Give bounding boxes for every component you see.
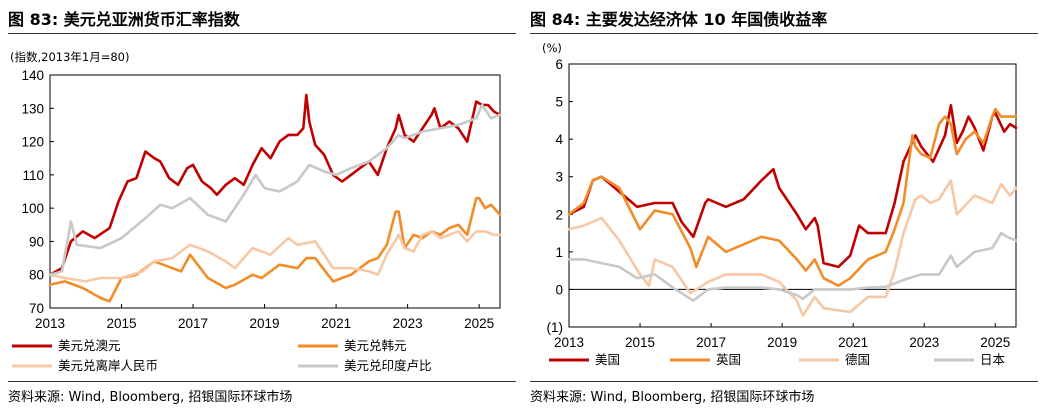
right-line-series-1 <box>567 104 1018 269</box>
left-y-tick-label: 80 <box>29 268 44 283</box>
left-x-tick-label: 2025 <box>464 316 494 331</box>
left-y-tick-label: 140 <box>21 68 44 83</box>
left-x-tick-label: 2017 <box>178 316 208 331</box>
left-title-rule <box>8 33 516 34</box>
right-y-tick-label: 1 <box>555 245 563 260</box>
right-y-tick-label: 3 <box>555 170 563 185</box>
right-y-tick-label: 2 <box>555 207 563 222</box>
left-y-tick-label: 120 <box>21 135 44 150</box>
left-chart-panel: 图 83: 美元兑亚洲货币汇率指数 70 80 90 100 110 120 130 140 2… <box>8 10 516 405</box>
left-legend-label: 美元兑韩元 <box>344 338 407 353</box>
right-line-series-2 <box>567 107 1018 288</box>
right-legend-label: 德国 <box>845 352 870 367</box>
right-x-tick-label: 2015 <box>625 335 655 350</box>
right-y-tick-label: 5 <box>555 95 563 110</box>
right-series-group <box>567 104 1018 318</box>
right-line-series-3 <box>567 179 1018 318</box>
left-source-rule <box>8 381 516 382</box>
left-line-series-4 <box>48 103 502 277</box>
right-chart-title: 图 84: 主要发达经济体 10 年国债收益率 <box>530 10 828 29</box>
left-x-tick-label: 2021 <box>321 316 351 331</box>
right-line-series-4 <box>567 231 1018 303</box>
left-source-note: 资料来源: Wind, Bloomberg, 招银国际环球市场 <box>8 390 293 405</box>
left-legend-label: 美元兑澳元 <box>58 338 121 353</box>
right-y-axis-unit: (%) <box>542 41 562 55</box>
right-source-rule <box>530 381 1038 382</box>
left-line-series-1 <box>48 93 502 277</box>
right-y-tick-label: 0 <box>555 282 563 297</box>
left-x-tick-label: 2013 <box>35 316 65 331</box>
left-chart-title: 图 83: 美元兑亚洲货币汇率指数 <box>8 10 240 29</box>
right-x-tick-label: 2019 <box>767 335 797 350</box>
right-y-tick-label: 4 <box>555 132 563 147</box>
right-y-tick-label: 6 <box>555 57 563 72</box>
right-legend-label: 日本 <box>980 352 1006 367</box>
right-x-tick-label: 2021 <box>838 335 868 350</box>
right-x-tick-label: 2013 <box>554 335 584 350</box>
right-title-rule <box>530 33 1038 34</box>
left-y-tick-label: 110 <box>22 168 44 183</box>
right-x-tick-label: 2023 <box>909 335 939 350</box>
left-legend-label: 美元兑印度卢比 <box>344 358 432 373</box>
left-x-tick-label: 2015 <box>106 316 136 331</box>
right-y-tick-label: (1) <box>547 320 564 335</box>
right-plot-frame <box>568 63 1017 328</box>
left-y-tick-label: 100 <box>21 201 44 216</box>
right-x-tick-label: 2017 <box>696 335 726 350</box>
left-line-series-3 <box>48 230 502 283</box>
left-y-tick-label: 90 <box>29 234 44 249</box>
left-x-tick-label: 2023 <box>393 316 423 331</box>
left-legend-label: 美元兑离岸人民币 <box>58 358 158 373</box>
left-y-axis-unit: (指数,2013年1月=80) <box>10 50 129 64</box>
right-legend-label: 英国 <box>716 352 741 367</box>
right-x-tick-label: 2025 <box>980 335 1010 350</box>
left-y-tick-label: 130 <box>21 101 44 116</box>
right-legend-label: 美国 <box>595 352 620 367</box>
right-source-note: 资料来源: Wind, Bloomberg, 招银国际环球市场 <box>530 390 815 405</box>
right-chart-panel: 图 84: 主要发达经济体 10 年国债收益率 (1) 0 1 2 3 4 5 6 2013 20… <box>522 0 1044 413</box>
left-series-group <box>48 93 502 303</box>
left-plot-frame <box>49 74 501 309</box>
left-chart: 70 80 90 100 110 120 130 140 2013 2015 2017 2019 202… <box>10 50 502 373</box>
right-chart: (1) 0 1 2 3 4 5 6 2013 2015 2017 2019 2021 2023 2025 (%… <box>542 41 1018 367</box>
left-x-tick-label: 2019 <box>250 316 280 331</box>
left-y-tick-label: 70 <box>29 301 44 316</box>
